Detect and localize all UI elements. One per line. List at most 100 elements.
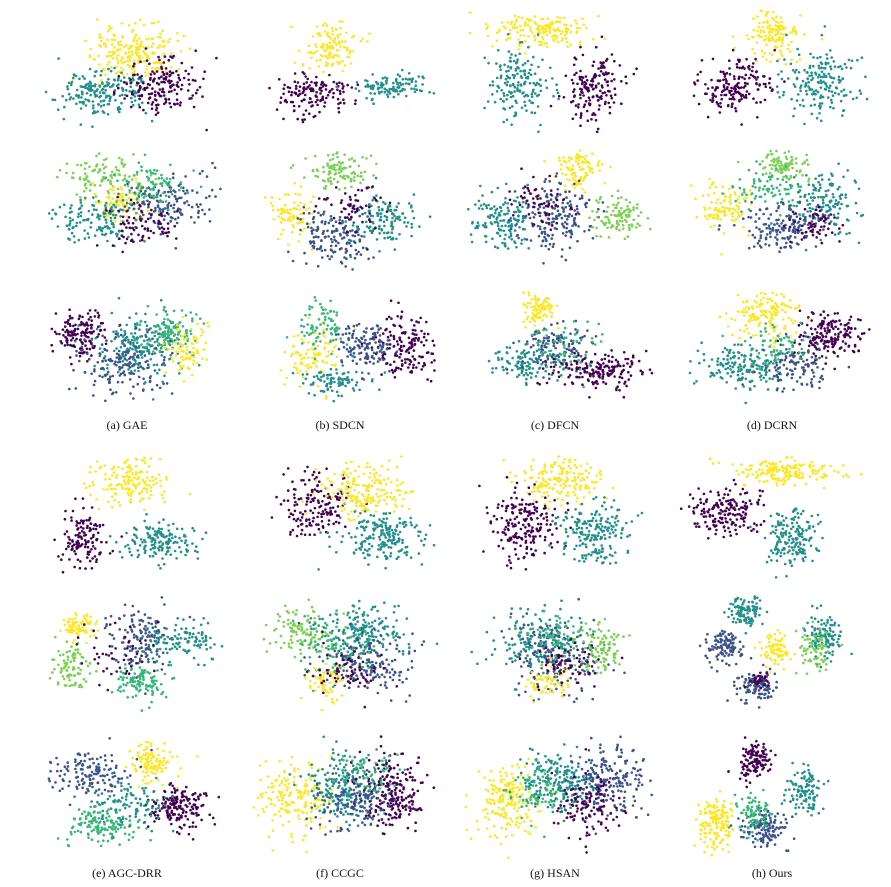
scatter-point	[167, 523, 170, 527]
scatter-point	[138, 623, 141, 626]
scatter-point	[279, 96, 283, 99]
scatter-point	[102, 91, 105, 94]
scatter-point	[71, 509, 75, 513]
scatter-point	[133, 99, 137, 102]
scatter-point	[159, 479, 162, 482]
scatter-point	[150, 651, 153, 654]
scatter-point	[92, 104, 95, 107]
scatter-point	[160, 549, 164, 552]
scatter-point	[165, 313, 169, 316]
scatter-point	[121, 380, 124, 384]
scatter-point	[366, 357, 370, 360]
scatter-point	[78, 314, 81, 317]
scatter-point	[138, 647, 141, 650]
scatter-point	[129, 85, 132, 89]
scatter-point	[113, 621, 117, 625]
scatter-point	[120, 162, 124, 166]
scatter-point	[62, 618, 66, 622]
scatter-point	[123, 802, 126, 806]
scatter-point	[325, 56, 329, 60]
scatter-point	[119, 59, 123, 62]
scatter-point	[119, 345, 123, 349]
scatter-point	[88, 340, 92, 343]
scatter-point	[162, 342, 165, 346]
scatter-point	[138, 54, 142, 57]
scatter-point	[119, 66, 123, 70]
scatter-point	[137, 661, 140, 665]
scatter-point	[131, 93, 135, 96]
scatter-point	[386, 236, 390, 239]
scatter-point	[119, 690, 122, 693]
scatter-point	[314, 354, 317, 358]
scatter-point	[315, 326, 319, 330]
scatter-point	[76, 539, 80, 543]
scatter-point	[360, 337, 364, 340]
scatter-point	[338, 171, 341, 174]
scatter-point	[147, 484, 151, 487]
scatter-point	[82, 782, 85, 786]
scatter-point	[139, 219, 143, 222]
scatter-point	[332, 310, 336, 313]
scatter-point	[387, 315, 391, 319]
scatter-point	[116, 40, 120, 44]
scatter-point	[164, 647, 168, 651]
scatter-point	[64, 628, 68, 632]
scatter-point	[380, 90, 383, 93]
scatter-point	[173, 224, 176, 228]
scatter-point	[347, 350, 351, 353]
scatter-point	[128, 226, 131, 230]
scatter-point	[177, 369, 181, 372]
scatter-point	[168, 70, 172, 73]
scatter-point	[87, 335, 90, 339]
scatter-point	[127, 24, 131, 27]
scatter-point	[143, 547, 146, 551]
scatter-point	[385, 79, 388, 82]
scatter-point	[316, 264, 320, 268]
scatter-point	[120, 777, 124, 780]
scatter-point	[413, 339, 416, 343]
scatter-point	[148, 96, 152, 99]
scatter-point	[124, 683, 128, 687]
scatter-point	[372, 221, 375, 225]
scatter-point	[130, 801, 133, 805]
scatter-point	[65, 662, 69, 666]
scatter-point	[99, 228, 103, 232]
scatter-point	[129, 56, 132, 60]
scatter-point	[203, 663, 206, 667]
scatter-point	[79, 759, 83, 763]
scatter-point	[311, 217, 315, 221]
scatter-point	[104, 759, 107, 762]
scatter-point	[123, 603, 127, 607]
scatter-point	[143, 508, 146, 511]
scatter-point	[85, 347, 89, 351]
scatter-point	[166, 339, 170, 343]
scatter-point	[404, 82, 408, 85]
scatter-point	[184, 69, 187, 73]
scatter-point	[104, 45, 108, 48]
scatter-point	[180, 344, 184, 347]
scatter-point	[134, 646, 137, 650]
scatter-point	[71, 218, 74, 222]
scatter-point	[407, 366, 410, 369]
scatter-point	[159, 759, 162, 762]
scatter-point	[182, 76, 186, 80]
scatter-point	[154, 347, 158, 350]
scatter-point	[139, 85, 142, 89]
scatter-point	[101, 809, 105, 813]
scatter-point	[127, 672, 131, 675]
scatter-point	[337, 106, 340, 110]
scatter-point	[74, 497, 77, 500]
scatter-point	[426, 332, 430, 336]
scatter-point	[296, 217, 300, 220]
scatter-point	[140, 185, 143, 188]
scatter-point	[153, 814, 157, 817]
scatter-point	[329, 37, 332, 40]
scatter-point	[322, 331, 326, 334]
scatter-point	[347, 213, 351, 216]
scatter-point	[146, 217, 150, 221]
scatter-point	[168, 184, 171, 187]
scatter-point	[127, 216, 131, 219]
scatter-point	[152, 324, 156, 328]
scatter-point	[323, 105, 326, 108]
scatter-point	[93, 791, 97, 795]
